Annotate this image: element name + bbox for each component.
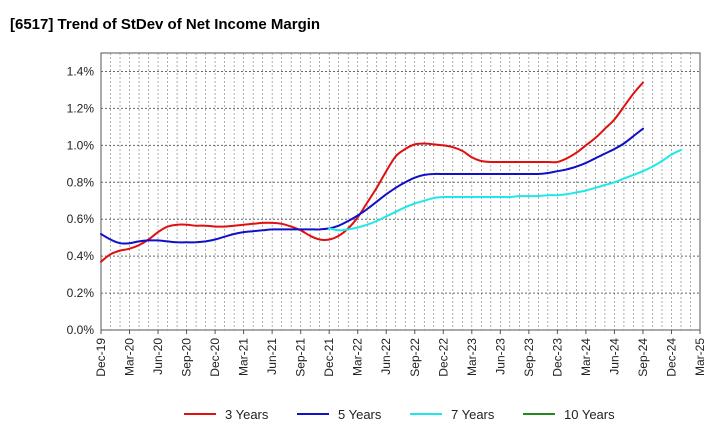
x-tick-label: Dec-24 bbox=[664, 338, 678, 377]
x-tick-label: Sep-21 bbox=[294, 338, 308, 377]
x-tick-label: Dec-22 bbox=[436, 338, 450, 377]
x-tick-label: Jun-20 bbox=[151, 338, 165, 375]
axis-layer: 0.0% 0.2% 0.4% 0.6% 0.8% 1.0% 1.2% 1.4% Dec-19 Ma… bbox=[67, 64, 707, 376]
x-tick-label: Mar-24 bbox=[579, 338, 593, 376]
x-tick-label: Jun-23 bbox=[493, 338, 507, 375]
legend-layer: 3 Years 5 Years 7 Years 10 Years bbox=[184, 407, 615, 422]
x-tick-label: Jun-24 bbox=[607, 338, 621, 375]
x-tick-label: Dec-20 bbox=[208, 338, 222, 377]
legend-label: 5 Years bbox=[338, 407, 382, 422]
x-tick-label: Jun-22 bbox=[379, 338, 393, 375]
y-tick-label: 0.2% bbox=[67, 286, 95, 300]
x-tick-label: Mar-25 bbox=[693, 338, 707, 376]
series-line-3-years bbox=[100, 81, 644, 263]
x-tick-label: Sep-20 bbox=[180, 338, 194, 377]
x-tick-label: Sep-22 bbox=[408, 338, 422, 377]
y-tick-label: 1.2% bbox=[67, 101, 95, 115]
series-line-5-years bbox=[100, 127, 644, 245]
y-tick-label: 0.4% bbox=[67, 249, 95, 263]
x-tick-label: Mar-20 bbox=[123, 338, 137, 376]
legend-label: 10 Years bbox=[564, 407, 615, 422]
x-tick-label: Dec-19 bbox=[94, 338, 108, 377]
series-line-7-years bbox=[328, 148, 682, 232]
x-tick-label: Sep-23 bbox=[522, 338, 536, 377]
x-tick-label: Mar-22 bbox=[351, 338, 365, 376]
y-tick-label: 1.4% bbox=[67, 64, 95, 78]
y-tick-label: 0.0% bbox=[67, 323, 95, 337]
x-tick-label: Jun-21 bbox=[265, 338, 279, 375]
x-tick-label: Mar-23 bbox=[465, 338, 479, 376]
grid-layer bbox=[100, 52, 701, 331]
x-tick-label: Dec-21 bbox=[322, 338, 336, 377]
x-tick-label: Sep-24 bbox=[636, 338, 650, 377]
series-layer bbox=[100, 81, 682, 263]
x-tick-label: Mar-21 bbox=[237, 338, 251, 376]
y-tick-label: 0.6% bbox=[67, 212, 95, 226]
y-tick-label: 0.8% bbox=[67, 175, 95, 189]
legend-label: 7 Years bbox=[451, 407, 495, 422]
plot-area bbox=[100, 52, 701, 331]
x-tick-label: Dec-23 bbox=[550, 338, 564, 377]
legend-label: 3 Years bbox=[225, 407, 269, 422]
y-tick-label: 1.0% bbox=[67, 138, 95, 152]
chart-title: [6517] Trend of StDev of Net Income Marg… bbox=[10, 16, 321, 33]
